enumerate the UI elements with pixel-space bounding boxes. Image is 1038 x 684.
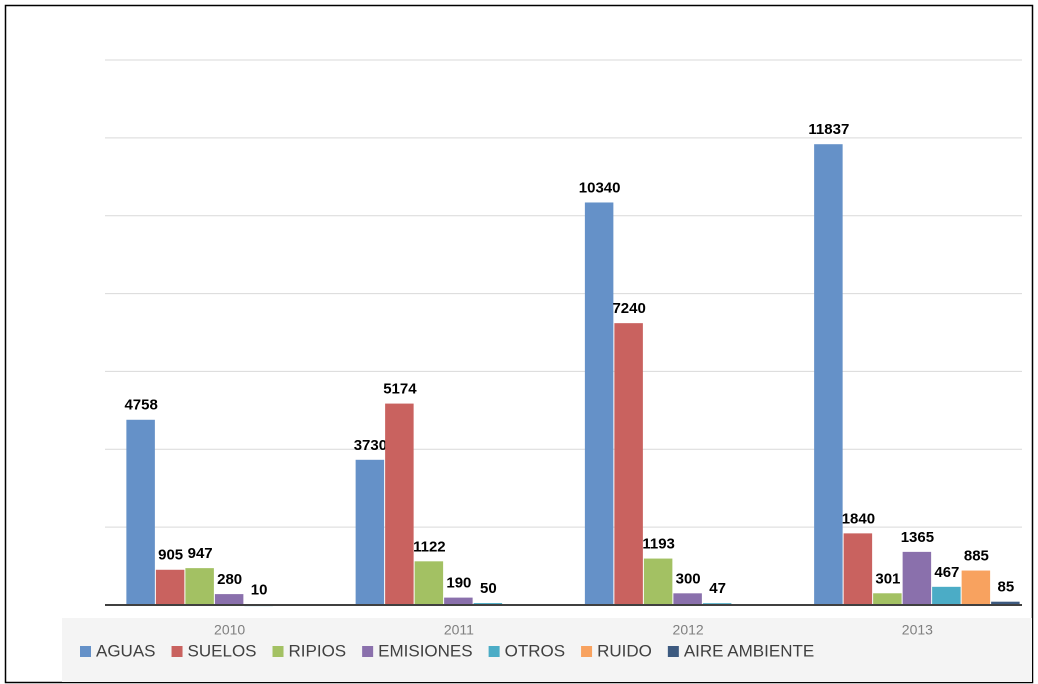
legend-swatch bbox=[80, 646, 91, 657]
legend-label: RIPIOS bbox=[289, 641, 347, 660]
bar bbox=[584, 202, 614, 605]
data-label: 7240 bbox=[612, 300, 645, 317]
data-label: 50 bbox=[480, 580, 497, 597]
x-tick-label: 2011 bbox=[444, 622, 474, 638]
data-label: 1193 bbox=[642, 536, 675, 553]
legend-label: AGUAS bbox=[96, 641, 156, 660]
bar bbox=[414, 561, 444, 605]
data-label: 905 bbox=[158, 547, 183, 564]
data-label: 1122 bbox=[413, 538, 446, 555]
legend-label: RUIDO bbox=[597, 641, 652, 660]
legend-swatch bbox=[272, 646, 284, 657]
bar bbox=[126, 419, 155, 605]
bar bbox=[814, 144, 843, 605]
x-tick-label: 2010 bbox=[214, 622, 245, 638]
data-label: 85 bbox=[998, 579, 1015, 596]
data-label: 10340 bbox=[579, 179, 621, 196]
legend-label: EMISIONES bbox=[378, 641, 472, 660]
bar bbox=[643, 558, 673, 605]
bar bbox=[873, 593, 902, 605]
data-label: 47 bbox=[709, 580, 726, 597]
data-label: 301 bbox=[875, 570, 900, 587]
bar bbox=[355, 459, 385, 605]
bar bbox=[843, 533, 873, 605]
legend-swatch bbox=[362, 646, 374, 657]
legend-label: SUELOS bbox=[188, 641, 257, 660]
x-tick-label: 2012 bbox=[673, 622, 704, 638]
legend-swatch bbox=[667, 646, 679, 657]
data-label: 1840 bbox=[842, 510, 875, 527]
bar bbox=[673, 593, 702, 605]
legend-swatch bbox=[581, 646, 593, 657]
bar bbox=[902, 551, 932, 605]
bar bbox=[614, 323, 643, 605]
data-label: 467 bbox=[934, 564, 959, 581]
bar bbox=[444, 597, 473, 605]
bar bbox=[214, 594, 244, 605]
legend-swatch bbox=[488, 646, 500, 657]
data-label: 11837 bbox=[808, 121, 849, 138]
data-label: 280 bbox=[217, 571, 242, 588]
data-label: 190 bbox=[446, 575, 471, 592]
data-label: 3730 bbox=[354, 437, 387, 454]
legend-area bbox=[62, 618, 1032, 682]
data-label: 300 bbox=[676, 570, 701, 587]
bar bbox=[961, 570, 991, 605]
data-label: 10 bbox=[251, 582, 268, 599]
x-tick-label: 2013 bbox=[902, 622, 933, 638]
legend-label: AIRE AMBIENTE bbox=[684, 641, 814, 660]
data-label: 4758 bbox=[124, 397, 157, 414]
data-label: 1365 bbox=[901, 529, 934, 546]
bar bbox=[385, 403, 414, 605]
bar bbox=[155, 569, 185, 605]
bar bbox=[185, 568, 214, 605]
data-label: 947 bbox=[188, 545, 213, 562]
bar bbox=[991, 601, 1020, 605]
data-label: 5174 bbox=[383, 381, 417, 398]
data-label: 885 bbox=[964, 548, 989, 565]
legend-swatch bbox=[171, 646, 183, 657]
legend-label: OTROS bbox=[505, 641, 565, 660]
bar bbox=[932, 586, 961, 605]
